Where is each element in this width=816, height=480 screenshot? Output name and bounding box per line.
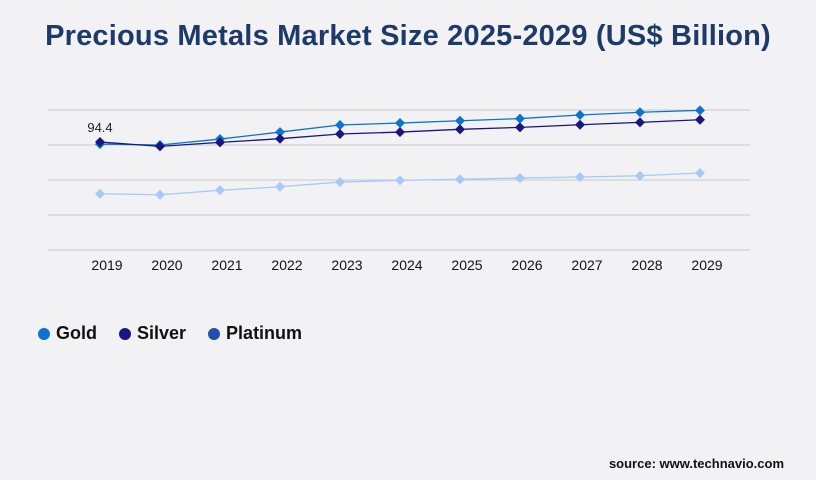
- x-tick-label: 2021: [211, 257, 242, 273]
- x-tick-label: 2019: [91, 257, 122, 273]
- legend-marker-icon: [119, 327, 131, 340]
- x-tick-label: 2026: [511, 257, 542, 273]
- data-point-gold: [455, 115, 465, 126]
- data-point-platinum: [155, 189, 165, 200]
- legend-marker-icon: [208, 327, 221, 340]
- data-point-platinum: [215, 185, 225, 196]
- data-label: 94.4: [87, 120, 112, 135]
- data-point-silver: [95, 137, 105, 148]
- legend-label: Silver: [137, 323, 187, 343]
- data-point-silver: [695, 114, 705, 125]
- legend: Gold Silver Platinum: [38, 323, 302, 344]
- data-point-gold: [515, 113, 525, 124]
- data-point-platinum: [275, 181, 285, 192]
- data-point-platinum: [335, 177, 345, 188]
- data-point-platinum: [95, 188, 105, 199]
- x-tick-label: 2020: [151, 257, 182, 273]
- legend-item-gold: Gold: [38, 323, 97, 344]
- line-chart: 2019 2020 2021 2022 2023 2024 2025 2026 2027 2028…: [48, 105, 750, 273]
- data-point-platinum: [395, 175, 405, 186]
- x-tick-label: 2022: [271, 257, 302, 273]
- x-tick-label: 2023: [331, 257, 362, 273]
- legend-label: Platinum: [226, 323, 303, 343]
- data-point-silver: [575, 119, 585, 130]
- data-point-silver: [515, 122, 525, 133]
- chart-title: Precious Metals Market Size 2025-2029 (U…: [45, 20, 771, 52]
- legend-marker-icon: [38, 327, 50, 340]
- data-point-gold: [335, 119, 345, 130]
- data-point-silver: [275, 133, 285, 144]
- x-tick-label: 2028: [631, 257, 662, 273]
- x-tick-label: 2024: [391, 257, 422, 273]
- data-point-platinum: [515, 173, 525, 184]
- x-tick-label: 2027: [571, 257, 602, 273]
- data-point-silver: [155, 141, 165, 152]
- data-point-silver: [395, 127, 405, 138]
- data-point-platinum: [455, 174, 465, 185]
- data-point-platinum: [575, 172, 585, 183]
- background-panel: [32, 360, 784, 450]
- data-point-silver: [215, 137, 225, 148]
- data-point-silver: [455, 124, 465, 135]
- data-point-platinum: [635, 170, 645, 181]
- data-point-platinum: [695, 168, 705, 179]
- data-point-gold: [395, 118, 405, 129]
- data-point-gold: [275, 127, 285, 138]
- legend-label: Gold: [56, 323, 97, 343]
- data-point-silver: [335, 129, 345, 140]
- legend-item-platinum: Platinum: [208, 323, 302, 344]
- data-point-gold: [635, 107, 645, 118]
- x-tick-label: 2025: [451, 257, 482, 273]
- source-text: source: www.technavio.com: [608, 456, 784, 471]
- legend-item-silver: Silver: [119, 323, 186, 344]
- data-point-gold: [695, 105, 705, 116]
- data-point-silver: [635, 117, 645, 128]
- x-tick-label: 2029: [691, 257, 722, 273]
- data-point-gold: [575, 110, 585, 121]
